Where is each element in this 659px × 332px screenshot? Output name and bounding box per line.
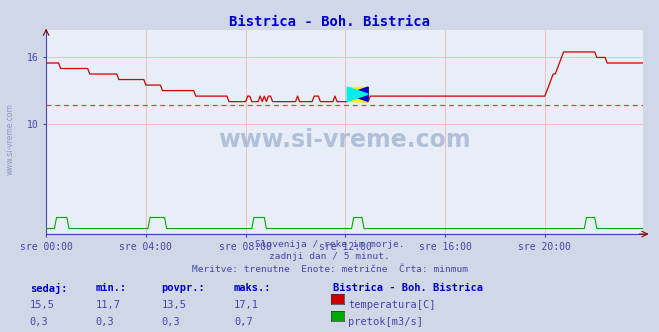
Polygon shape: [347, 87, 368, 101]
Text: 17,1: 17,1: [234, 300, 259, 310]
Text: min.:: min.:: [96, 283, 127, 293]
Bar: [347, 87, 368, 101]
Text: Meritve: trenutne  Enote: metrične  Črta: minmum: Meritve: trenutne Enote: metrične Črta: …: [192, 265, 467, 274]
Text: 13,5: 13,5: [161, 300, 186, 310]
Text: 15,5: 15,5: [30, 300, 55, 310]
Text: 11,7: 11,7: [96, 300, 121, 310]
Text: www.si-vreme.com: www.si-vreme.com: [218, 128, 471, 152]
Text: www.si-vreme.com: www.si-vreme.com: [5, 104, 14, 175]
Text: 0,3: 0,3: [96, 317, 114, 327]
Text: 0,3: 0,3: [30, 317, 48, 327]
Text: zadnji dan / 5 minut.: zadnji dan / 5 minut.: [269, 252, 390, 261]
Text: Slovenija / reke in morje.: Slovenija / reke in morje.: [255, 240, 404, 249]
Text: maks.:: maks.:: [234, 283, 272, 293]
Text: sedaj:: sedaj:: [30, 283, 67, 294]
Text: 0,7: 0,7: [234, 317, 252, 327]
Text: povpr.:: povpr.:: [161, 283, 205, 293]
Text: Bistrica - Boh. Bistrica: Bistrica - Boh. Bistrica: [229, 15, 430, 29]
Text: Bistrica - Boh. Bistrica: Bistrica - Boh. Bistrica: [333, 283, 483, 293]
Text: temperatura[C]: temperatura[C]: [348, 300, 436, 310]
Text: 0,3: 0,3: [161, 317, 180, 327]
Polygon shape: [347, 87, 368, 101]
Text: pretok[m3/s]: pretok[m3/s]: [348, 317, 423, 327]
